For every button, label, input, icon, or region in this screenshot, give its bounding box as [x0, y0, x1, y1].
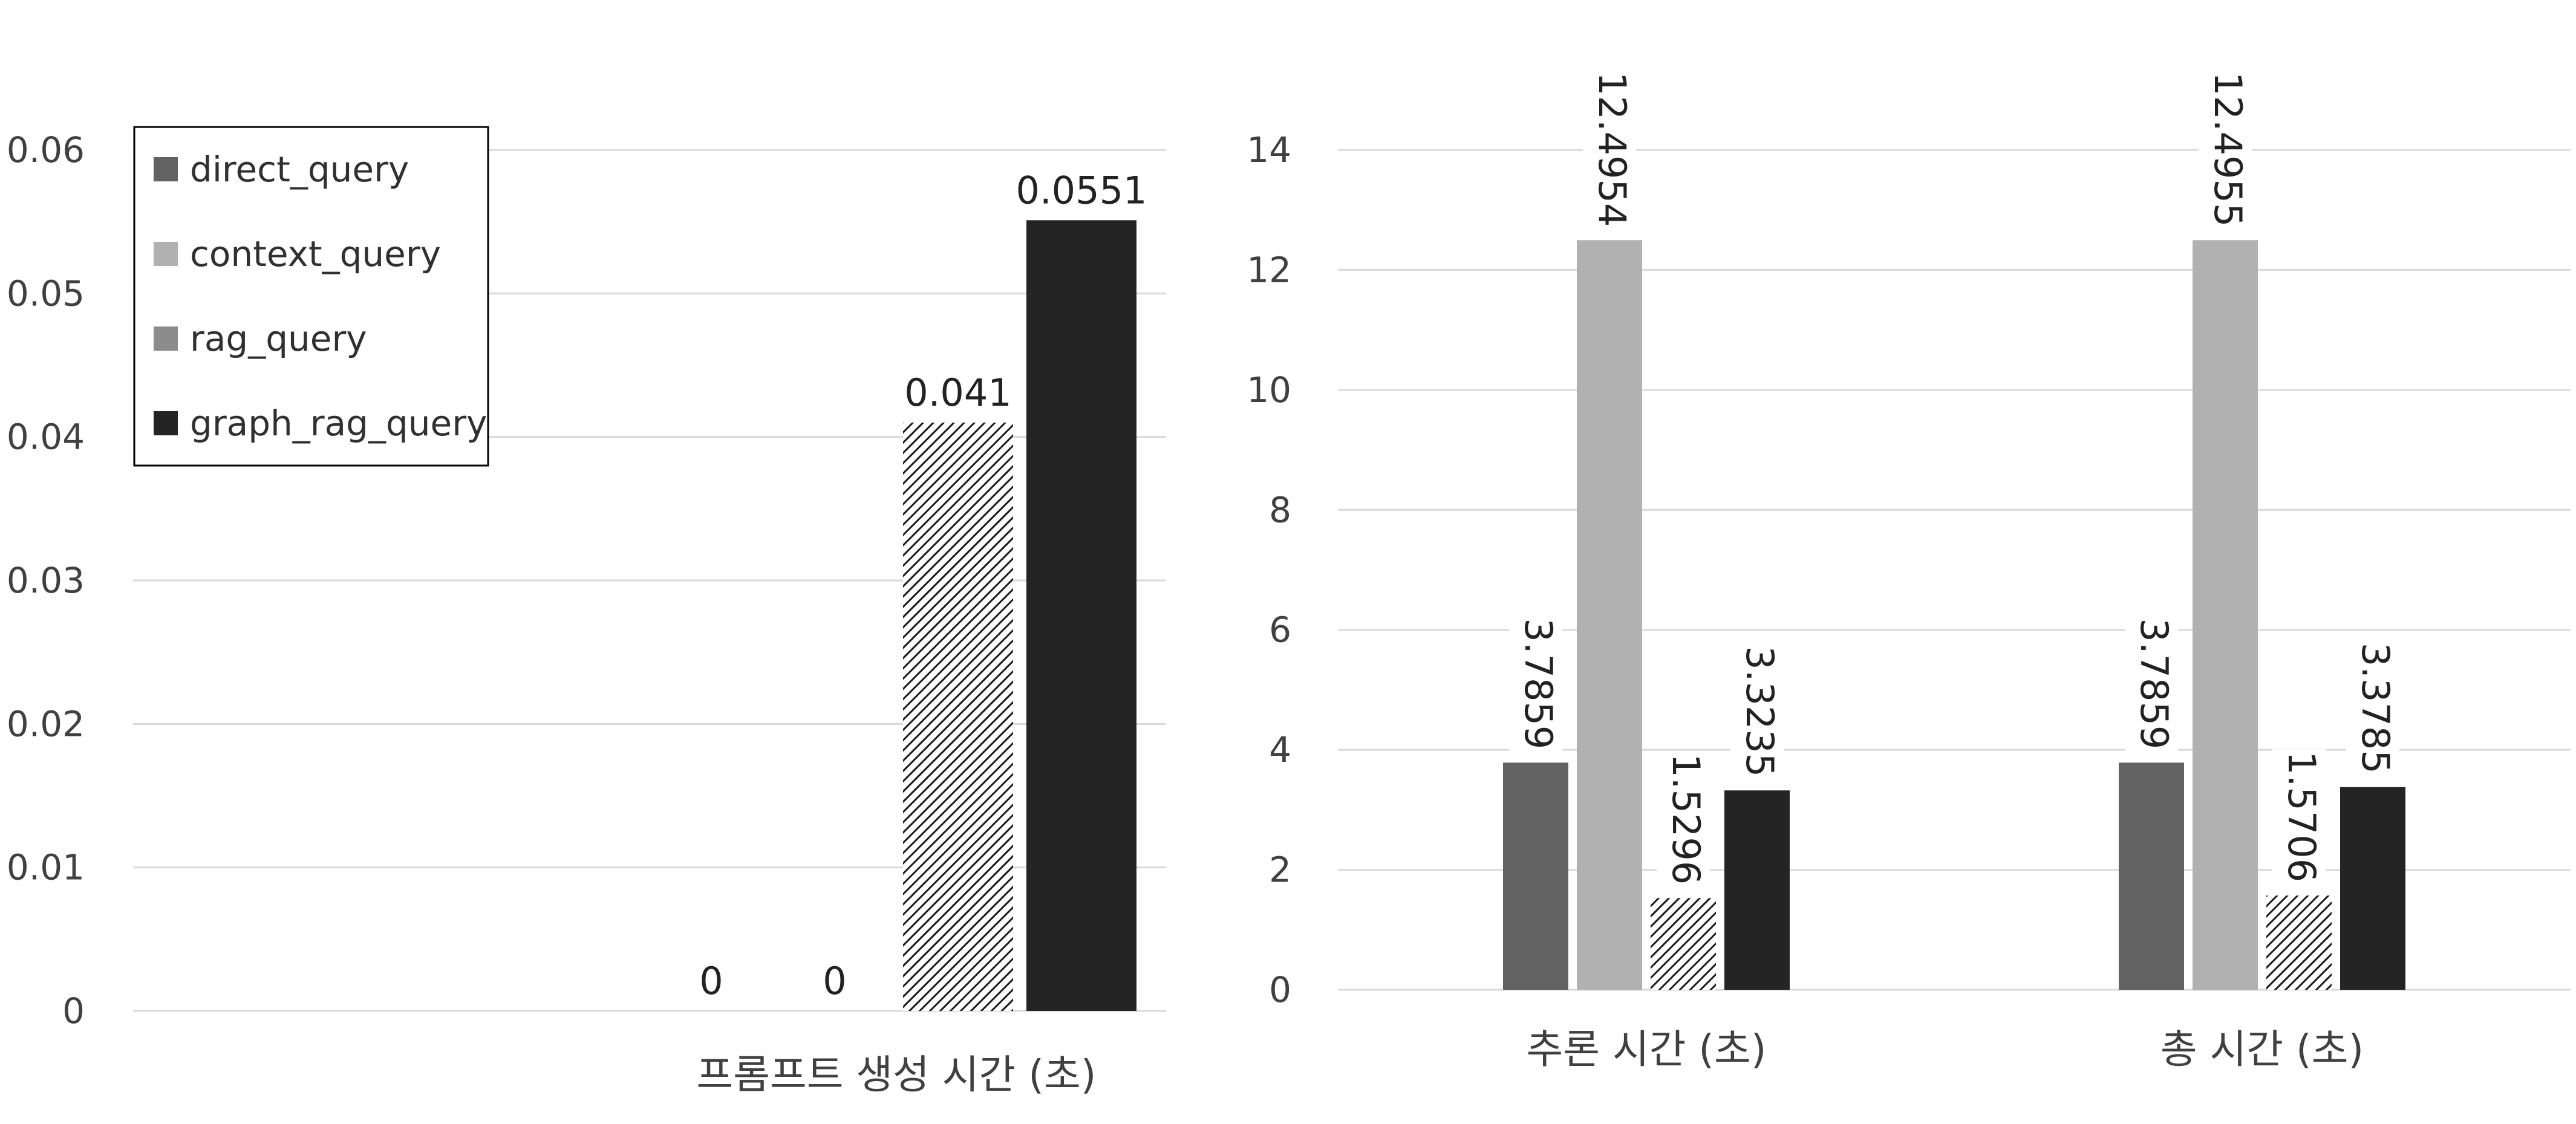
data-label: 12.4955: [2206, 72, 2250, 227]
y-tick-label: 14: [1247, 129, 1291, 171]
bar-context-query: [2193, 240, 2258, 990]
data-label-background: [1657, 752, 1710, 891]
x-category-label: 총 시간 (초): [2160, 1026, 2364, 1073]
data-label: 1.5706: [2280, 751, 2324, 882]
data-label: 3.7859: [2132, 618, 2176, 749]
y-tick-label: 10: [1247, 369, 1291, 411]
y-tick-label: 8: [1269, 489, 1291, 530]
legend-label: graph_rag_query: [190, 403, 487, 444]
data-label: 0: [699, 959, 723, 1003]
y-tick-label: 4: [1269, 729, 1291, 770]
data-label-background: [1583, 73, 1636, 234]
data-label-background: [2125, 616, 2178, 756]
legend-swatch-rag-query: [154, 326, 178, 351]
data-label-background: [1509, 616, 1562, 756]
data-label-background: [2346, 640, 2399, 780]
legend-label: rag_query: [190, 318, 367, 359]
bars-layer: [903, 220, 2405, 1011]
bar-graph-rag-query: [1026, 220, 1136, 1011]
x-category-label: 프롬프트 생성 시간 (초): [697, 1051, 1097, 1098]
y-tick-label: 0: [62, 990, 85, 1031]
y-tick-label: 0: [1269, 969, 1291, 1010]
legend-swatch-direct-query: [154, 157, 178, 181]
x-category-label: 추론 시간 (초): [1526, 1026, 1766, 1073]
data-label: 3.3785: [2353, 643, 2398, 774]
legend-label: context_query: [190, 233, 441, 275]
bar-graph-rag-query: [2340, 787, 2405, 990]
bar-rag-query: [1651, 898, 1716, 990]
y-tick-label: 0.04: [7, 417, 85, 458]
data-label-background: [2272, 749, 2326, 889]
legend-label: direct_query: [190, 149, 409, 190]
bar-direct-query: [1503, 762, 1568, 990]
data-label: 3.3235: [1738, 646, 1782, 777]
legend: direct_query context_query rag_query graph_…: [133, 126, 489, 467]
data-label: 12.4954: [1590, 72, 1634, 227]
y-tick-label: 0.05: [7, 273, 85, 314]
data-label: 3.7859: [1516, 618, 1560, 749]
bar-direct-query: [2119, 762, 2184, 990]
legend-box: [133, 126, 489, 467]
data-label: 0: [823, 959, 846, 1003]
data-label: 0.041: [904, 371, 1012, 415]
data-label: 1.5296: [1664, 753, 1708, 885]
y-tick-label: 0.06: [7, 129, 85, 171]
bar-rag-query: [2266, 895, 2332, 990]
y-tick-label: 0.01: [7, 847, 85, 888]
bar-graph-rag-query: [1724, 790, 1790, 990]
y-tick-label: 6: [1269, 609, 1291, 651]
data-label-background: [1730, 644, 1784, 784]
legend-swatch-context-query: [154, 242, 178, 266]
data-label-background: [2199, 73, 2252, 234]
y-tick-label: 0.03: [7, 560, 85, 601]
data-label: 0.0551: [1016, 168, 1147, 212]
labels-layer: 0 0.01 0.02 0.03 0.04 0.05 0.06 0 0 0.041 0.0551 프롬…: [7, 72, 2399, 1098]
y-tick-label: 12: [1247, 249, 1291, 290]
y-tick-label: 2: [1269, 849, 1291, 891]
y-tick-label: 0.02: [7, 703, 85, 744]
bar-context-query: [1577, 240, 1642, 990]
legend-swatch-graph-rag-query: [154, 411, 178, 435]
bar-rag-query: [903, 422, 1013, 1011]
